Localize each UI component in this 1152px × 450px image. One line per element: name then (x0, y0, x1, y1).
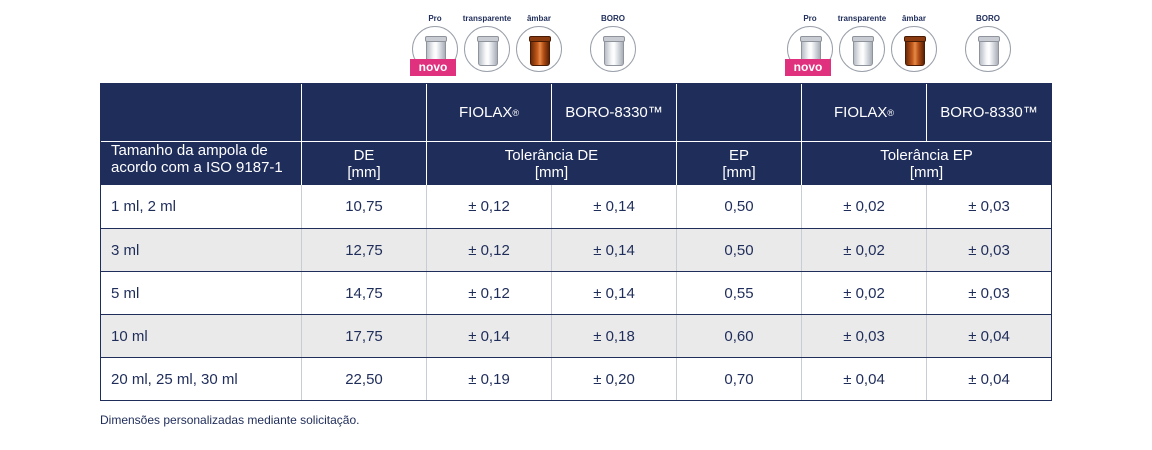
novo-badge: novo (410, 59, 456, 76)
header-boro-ep: BORO-8330™ (926, 84, 1051, 141)
vial-icons-de: Pro novo transparente âmbar BORO (410, 14, 650, 78)
tol-ep-boro-cell: ± 0,03 (926, 185, 1051, 228)
vial-boro: BORO (588, 14, 638, 72)
table-row: 3 ml 12,75 ± 0,12 ± 0,14 0,50 ± 0,02 ± 0… (101, 228, 1051, 271)
vial-pro: Pro novo (785, 14, 835, 76)
table-row: 5 ml 14,75 ± 0,12 ± 0,14 0,55 ± 0,02 ± 0… (101, 271, 1051, 314)
de-cell: 10,75 (301, 185, 426, 228)
table-header-bottom: Tamanho da ampola de acordo com a ISO 91… (101, 142, 1051, 185)
ep-cell: 0,50 (676, 229, 801, 271)
ampoule-dimensions-table: FIOLAX ® BORO-8330™ FIOLAX ® BORO-8330™ Ta… (100, 83, 1052, 401)
header-size: Tamanho da ampola de acordo com a ISO 91… (111, 142, 283, 176)
tol-de-boro-cell: ± 0,14 (551, 185, 676, 228)
size-cell: 20 ml, 25 ml, 30 ml (111, 370, 238, 388)
table-body: 1 ml, 2 ml 10,75 ± 0,12 ± 0,14 0,50 ± 0,… (101, 185, 1051, 400)
footnote: Dimensões personalizadas mediante solici… (100, 413, 360, 427)
header-empty (101, 84, 301, 141)
ep-cell: 0,50 (676, 185, 801, 228)
header-tol-ep: Tolerância EP [mm] (801, 142, 1051, 185)
tol-ep-fiolax-cell: ± 0,04 (801, 358, 926, 400)
clear-vial-icon (603, 36, 625, 66)
vial-label: Pro (428, 14, 442, 23)
vial-transparente: transparente (462, 14, 512, 72)
size-cell: 3 ml (111, 241, 140, 259)
tol-ep-fiolax-cell: ± 0,02 (801, 229, 926, 271)
table-row: 20 ml, 25 ml, 30 ml 22,50 ± 0,19 ± 0,20 … (101, 357, 1051, 400)
header-fiolax-de: FIOLAX ® (426, 84, 551, 141)
tol-ep-fiolax-cell: ± 0,02 (801, 185, 926, 228)
tol-ep-boro-cell: ± 0,04 (926, 358, 1051, 400)
de-cell: 22,50 (301, 358, 426, 400)
tol-ep-boro-cell: ± 0,03 (926, 272, 1051, 314)
ep-unit: [mm] (722, 163, 756, 181)
table-row: 10 ml 17,75 ± 0,14 ± 0,18 0,60 ± 0,03 ± … (101, 314, 1051, 357)
de-cell: 17,75 (301, 315, 426, 357)
header-tol-de: Tolerância DE [mm] (426, 142, 676, 185)
tol-de-label: Tolerância DE (504, 146, 599, 164)
clear-vial-icon (852, 36, 874, 66)
table-header-top: FIOLAX ® BORO-8330™ FIOLAX ® BORO-8330™ (101, 84, 1051, 142)
tol-de-fiolax-cell: ± 0,12 (426, 185, 551, 228)
tol-ep-fiolax-cell: ± 0,02 (801, 272, 926, 314)
tol-de-boro-cell: ± 0,14 (551, 272, 676, 314)
size-cell: 5 ml (111, 284, 140, 302)
header-fiolax-ep: FIOLAX ® (801, 84, 926, 141)
amber-vial-icon (904, 36, 926, 66)
tol-ep-label: Tolerância EP (880, 146, 973, 164)
vial-ambar: âmbar (889, 14, 939, 72)
vial-pro: Pro novo (410, 14, 460, 76)
amber-vial-icon (529, 36, 551, 66)
tol-ep-boro-cell: ± 0,03 (926, 229, 1051, 271)
header-empty (676, 84, 801, 141)
tol-de-unit: [mm] (534, 163, 569, 181)
tol-de-fiolax-cell: ± 0,12 (426, 229, 551, 271)
header-ep: EP [mm] (676, 142, 801, 185)
ep-cell: 0,70 (676, 358, 801, 400)
size-cell: 1 ml, 2 ml (111, 198, 177, 215)
vial-icons-ep: Pro novo transparente âmbar BORO (785, 14, 1025, 78)
novo-badge: novo (785, 59, 831, 76)
tol-de-boro-cell: ± 0,18 (551, 315, 676, 357)
vial-label: âmbar (526, 14, 551, 23)
vial-transparente: transparente (837, 14, 887, 72)
ep-label: EP (728, 146, 749, 164)
clear-vial-icon (978, 36, 1000, 66)
header-empty (301, 84, 426, 141)
header-boro-de: BORO-8330™ (551, 84, 676, 141)
vial-boro: BORO (963, 14, 1013, 72)
vial-label: BORO (601, 14, 625, 23)
tol-de-boro-cell: ± 0,20 (551, 358, 676, 400)
ep-cell: 0,60 (676, 315, 801, 357)
de-cell: 12,75 (301, 229, 426, 271)
tol-de-boro-cell: ± 0,14 (551, 229, 676, 271)
vial-label: BORO (976, 14, 1000, 23)
tol-de-fiolax-cell: ± 0,12 (426, 272, 551, 314)
tol-de-fiolax-cell: ± 0,14 (426, 315, 551, 357)
de-unit: [mm] (347, 163, 381, 181)
table-row: 1 ml, 2 ml 10,75 ± 0,12 ± 0,14 0,50 ± 0,… (101, 185, 1051, 228)
vial-label: transparente (837, 14, 887, 23)
tol-ep-fiolax-cell: ± 0,03 (801, 315, 926, 357)
header-de: DE [mm] (301, 142, 426, 185)
clear-vial-icon (477, 36, 499, 66)
de-cell: 14,75 (301, 272, 426, 314)
ep-cell: 0,55 (676, 272, 801, 314)
fiolax-label: FIOLAX (834, 104, 888, 121)
tol-ep-boro-cell: ± 0,04 (926, 315, 1051, 357)
de-label: DE (353, 146, 375, 164)
tol-de-fiolax-cell: ± 0,19 (426, 358, 551, 400)
vial-label: âmbar (901, 14, 926, 23)
vial-ambar: âmbar (514, 14, 564, 72)
vial-label: Pro (803, 14, 817, 23)
fiolax-label: FIOLAX (459, 104, 513, 121)
vial-label: transparente (462, 14, 512, 23)
tol-ep-unit: [mm] (909, 163, 944, 181)
size-cell: 10 ml (111, 327, 148, 345)
